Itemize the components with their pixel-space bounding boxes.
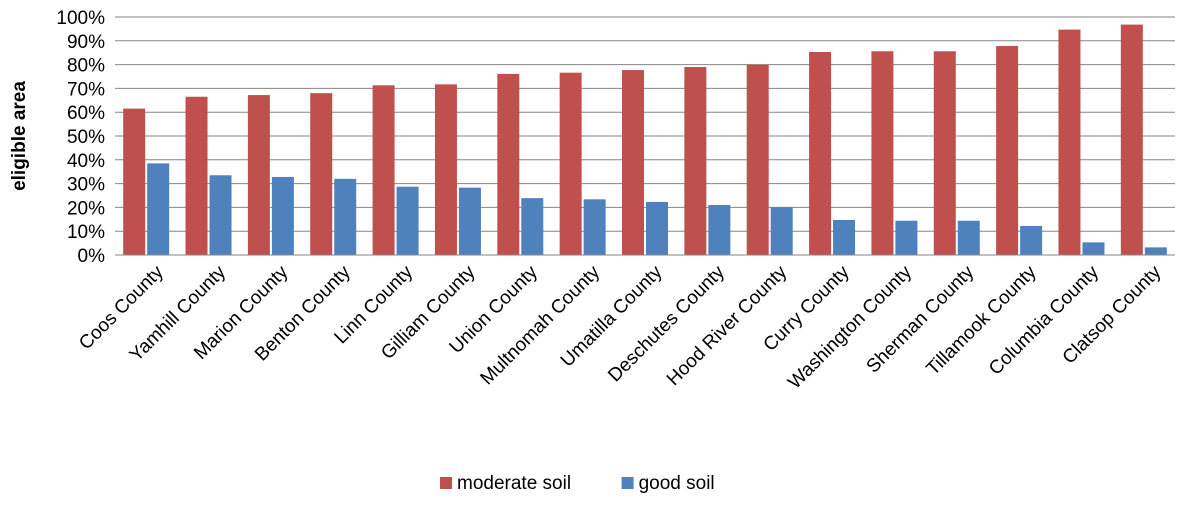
bar-good-soil: [209, 175, 232, 255]
bar-good-soil: [147, 163, 170, 255]
bar-moderate-soil: [746, 64, 769, 255]
bar-good-soil: [583, 199, 606, 255]
bar-moderate-soil: [1058, 29, 1081, 256]
y-tick-label: 90%: [67, 32, 105, 53]
bar-good-soil: [957, 220, 980, 255]
bar-moderate-soil: [434, 84, 457, 255]
bar-moderate-soil: [372, 85, 395, 255]
bar-moderate-soil: [871, 51, 894, 255]
legend: moderate soil good soil: [440, 473, 715, 494]
legend-swatch: [621, 477, 634, 489]
y-tick-label: 70%: [67, 79, 105, 100]
y-tick-label: 50%: [67, 127, 105, 148]
bar-good-soil: [770, 207, 793, 255]
bar-good-soil: [646, 201, 668, 255]
y-tick-label: 60%: [67, 103, 105, 124]
bar-moderate-soil: [559, 72, 582, 255]
bar-good-soil: [521, 198, 544, 255]
x-tick-label: Multnomah County: [477, 261, 605, 389]
bar-good-soil: [895, 220, 918, 255]
bar-moderate-soil: [497, 73, 520, 255]
y-tick-label: 0%: [78, 246, 106, 267]
bar-moderate-soil: [1120, 24, 1143, 256]
x-tick-label: Columbia County: [985, 261, 1103, 379]
bars: [123, 24, 1167, 256]
bar-good-soil: [458, 187, 481, 255]
y-tick-label: 100%: [56, 8, 105, 29]
bar-good-soil: [708, 205, 731, 255]
bar-moderate-soil: [933, 51, 956, 255]
bar-moderate-soil: [622, 70, 644, 255]
x-tick-label: Hood River County: [663, 261, 792, 390]
bar-good-soil: [334, 178, 357, 255]
bar-moderate-soil: [809, 51, 832, 256]
y-tick-label: 80%: [67, 56, 105, 77]
bar-good-soil: [396, 186, 419, 255]
x-tick-label: Deschutes County: [604, 261, 729, 386]
bar-moderate-soil: [247, 95, 270, 256]
x-tick-label: Sherman County: [863, 261, 979, 377]
y-tick-label: 30%: [67, 175, 105, 196]
bar-moderate-soil: [996, 46, 1019, 256]
bar-good-soil: [271, 176, 294, 255]
bar-moderate-soil: [123, 108, 146, 255]
y-tick-label: 20%: [67, 198, 105, 219]
bar-good-soil: [833, 220, 856, 255]
y-tick-label: 40%: [67, 151, 105, 172]
legend-label: good soil: [639, 473, 715, 494]
bar-good-soil: [1144, 247, 1167, 255]
y-axis-label: eligible area: [9, 81, 30, 191]
bar-good-soil: [1020, 225, 1043, 255]
bar-moderate-soil: [684, 66, 707, 255]
legend-label: moderate soil: [457, 473, 571, 494]
y-axis-tick-labels: 0% 10% 20%30% 40% 50% 60% 70%80% 90% 100%: [56, 8, 105, 267]
bar-moderate-soil: [310, 93, 333, 255]
y-tick-label: 10%: [67, 222, 105, 243]
bar-good-soil: [1082, 242, 1105, 255]
x-tick-label: Tillamook County: [923, 261, 1041, 379]
bar-moderate-soil: [185, 96, 208, 255]
legend-swatch: [440, 477, 452, 489]
